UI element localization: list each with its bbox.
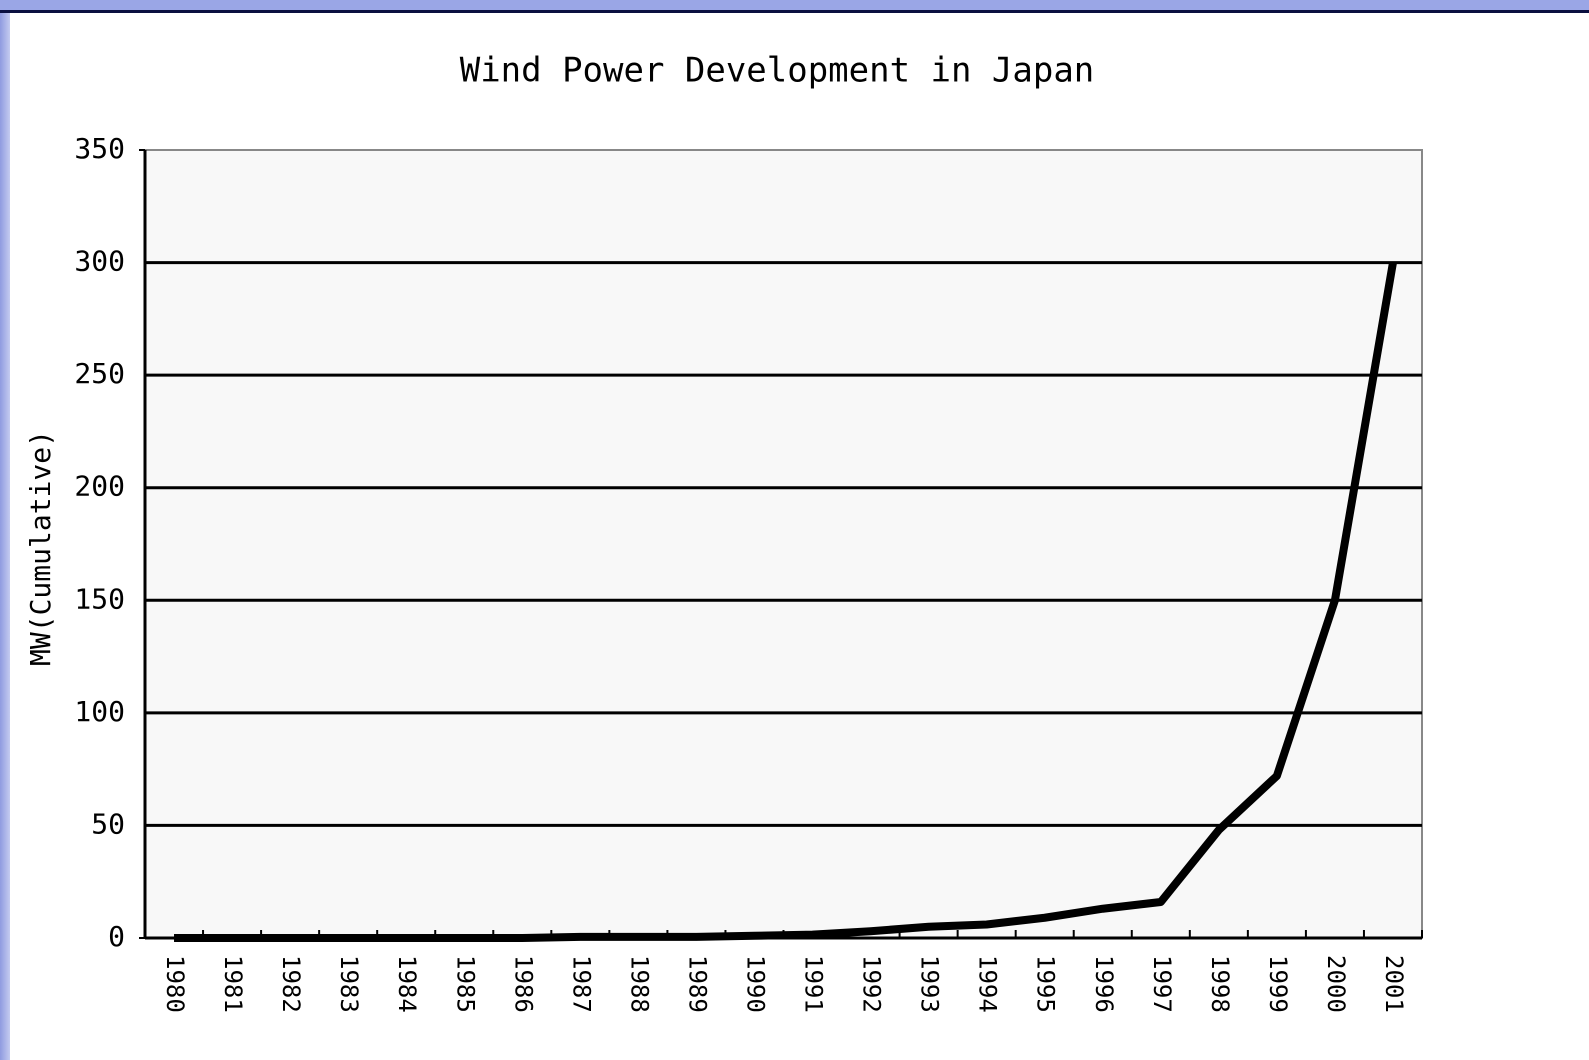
x-tick-label: 1998 (1206, 955, 1234, 1013)
x-tick-label: 1996 (1090, 955, 1118, 1013)
x-tick-label: 1989 (683, 955, 711, 1013)
y-tick-label: 150 (74, 582, 125, 615)
x-tick-label: 2001 (1380, 955, 1408, 1013)
x-tick-label: 1990 (741, 955, 769, 1013)
chart-title: Wind Power Development in Japan (460, 51, 1095, 91)
y-tick-label: 0 (108, 920, 125, 953)
x-tick-label: 1987 (567, 955, 595, 1013)
x-tick-label: 1982 (277, 955, 305, 1013)
x-tick-label: 2000 (1322, 955, 1350, 1013)
x-tick-label: 1991 (800, 955, 828, 1013)
x-tick-label: 1983 (335, 955, 363, 1013)
top-rule (0, 10, 1589, 13)
x-tick-label: 1984 (393, 955, 421, 1013)
x-tick-label: 1992 (858, 955, 886, 1013)
x-tick-label: 1988 (625, 955, 653, 1013)
x-tick-label: 1986 (509, 955, 537, 1013)
y-tick-label: 300 (74, 245, 125, 278)
x-tick-label: 1995 (1032, 955, 1060, 1013)
x-tick-label: 1999 (1264, 955, 1292, 1013)
x-tick-label: 1997 (1148, 955, 1176, 1013)
y-tick-label: 200 (74, 470, 125, 503)
y-tick-label: 350 (74, 132, 125, 165)
top-strip (0, 0, 1589, 10)
y-axis-label: MW(Cumulative) (24, 430, 57, 666)
plot-area (144, 149, 1423, 939)
y-tick-label: 100 (74, 695, 125, 728)
x-tick-label: 1994 (974, 955, 1002, 1013)
y-tick-label: 50 (91, 807, 125, 840)
x-tick-label: 1981 (219, 955, 247, 1013)
x-tick-label: 1993 (916, 955, 944, 1013)
y-tick-label: 250 (74, 357, 125, 390)
line-series (174, 261, 1397, 942)
x-tick-label: 1985 (451, 955, 479, 1013)
x-tick-label: 1980 (161, 955, 189, 1013)
left-strip (0, 13, 10, 1060)
